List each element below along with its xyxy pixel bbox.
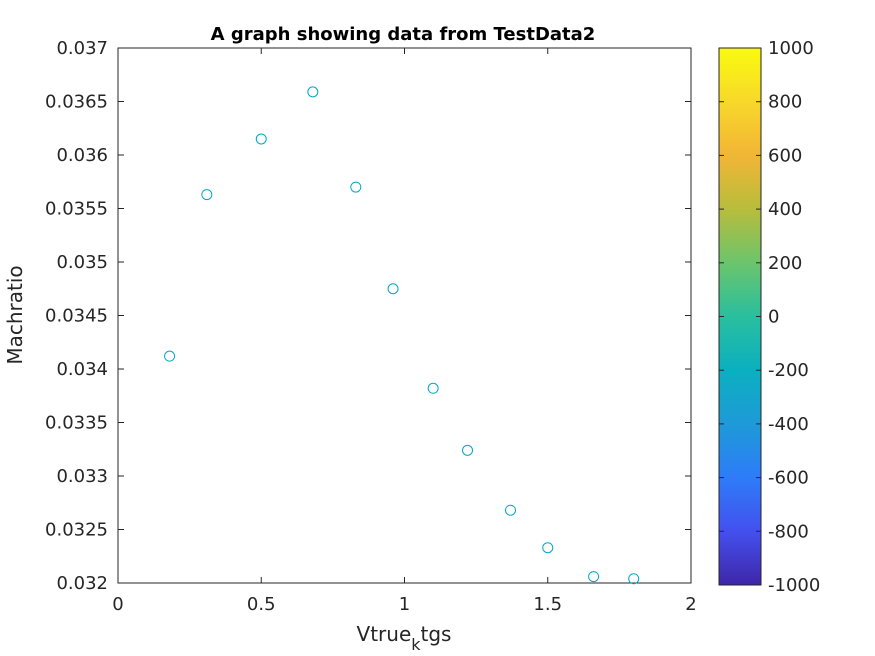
y-axis-ticks: 0.032 0.0325 0.033 0.0335 0.034 0.0345 0.035 0.…	[45, 38, 691, 594]
data-point	[542, 542, 554, 554]
colorbar-tick-label: 0	[768, 307, 779, 328]
y-tick-label: 0.0345	[45, 306, 108, 327]
colorbar-tick-label: 800	[768, 92, 802, 113]
colorbar-gradient	[718, 47, 762, 586]
data-point	[628, 573, 640, 585]
data-point	[387, 283, 399, 295]
colorbar-tick-label: 200	[768, 253, 802, 274]
colorbar-tick-label: 600	[768, 145, 802, 166]
x-axis-label: Vtruektgs	[357, 622, 452, 654]
data-points	[164, 86, 640, 585]
x-axis-label-subscript: k	[411, 635, 421, 654]
x-tick-label: 1.5	[533, 594, 562, 615]
y-tick-label: 0.0365	[45, 92, 108, 113]
x-tick-label: 0.5	[247, 594, 276, 615]
y-tick-label: 0.037	[56, 38, 108, 59]
x-axis-ticks: 0 0.5 1 1.5 2	[112, 48, 697, 615]
colorbar-tick-label: -600	[768, 468, 809, 489]
y-tick-label: 0.034	[56, 359, 108, 380]
data-point	[427, 382, 439, 394]
data-point	[588, 571, 600, 583]
plot-area-frame	[117, 47, 692, 584]
y-tick-label: 0.0325	[45, 520, 108, 541]
x-axis-label-base: Vtrue	[357, 622, 412, 646]
data-point	[350, 181, 362, 193]
x-tick-label: 2	[685, 594, 696, 615]
colorbar: 1000 800 600 400 200 0 -200 -400 -600 -800 -1000	[718, 38, 820, 596]
x-tick-label: 1	[399, 594, 410, 615]
colorbar-tick-label: -800	[768, 521, 809, 542]
colorbar-tick-label: 400	[768, 199, 802, 220]
data-point	[255, 133, 267, 145]
data-point	[307, 86, 319, 98]
data-point	[164, 350, 176, 362]
colorbar-tick-label: -1000	[768, 575, 820, 596]
y-tick-label: 0.035	[56, 252, 108, 273]
x-tick-label: 0	[112, 594, 123, 615]
y-axis-label: Machratio	[3, 265, 27, 364]
data-point	[462, 444, 474, 456]
data-point	[201, 189, 213, 201]
x-axis-label-rest: tgs	[421, 622, 452, 646]
colorbar-tick-label: -400	[768, 414, 809, 435]
y-tick-label: 0.033	[56, 466, 108, 487]
y-tick-label: 0.0355	[45, 199, 108, 220]
data-point	[505, 504, 517, 516]
colorbar-tick-label: 1000	[768, 38, 814, 59]
colorbar-ticks: 1000 800 600 400 200 0 -200 -400 -600 -800 -1000	[719, 38, 820, 596]
y-tick-label: 0.032	[56, 573, 108, 594]
y-tick-label: 0.036	[56, 145, 108, 166]
colorbar-tick-label: -200	[768, 360, 809, 381]
chart-title: A graph showing data from TestData2	[211, 24, 596, 45]
y-tick-label: 0.0335	[45, 413, 108, 434]
